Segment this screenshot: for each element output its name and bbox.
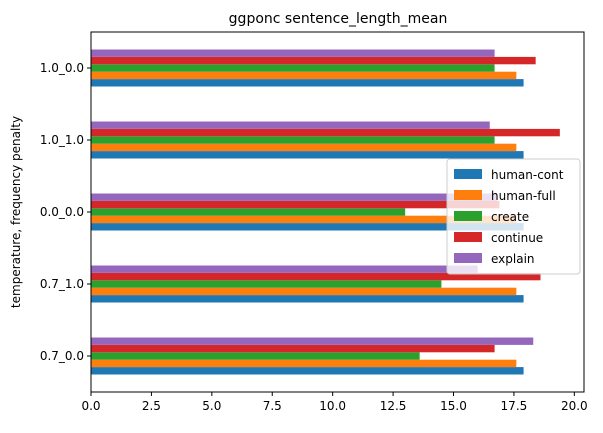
bar-human-cont-0.0_0.0: [91, 223, 524, 231]
y-tick-label: 1.0_1.0: [40, 133, 84, 147]
x-tick-label: 2.5: [142, 399, 161, 413]
legend-label-human-cont: human-cont: [491, 168, 564, 182]
x-tick-label: 15.0: [440, 399, 467, 413]
y-tick-label: 0.7_0.0: [40, 349, 84, 363]
legend-label-create: create: [491, 210, 529, 224]
legend-swatch-human-cont: [454, 169, 482, 179]
x-ticks: 0.0 2.5 5.0 7.5 10.0 12.5 15.0 17.5 20.0: [81, 392, 588, 413]
bar-continue-1.0_1.0: [91, 128, 560, 137]
bar-human-full-1.0_0.0: [91, 71, 517, 80]
bar-continue-0.7_0.0: [91, 344, 495, 353]
bar-human-cont-1.0_0.0: [91, 79, 524, 87]
x-tick-label: 5.0: [202, 399, 221, 413]
legend-label-explain: explain: [491, 252, 535, 266]
bar-human-full-0.0_0.0: [91, 215, 517, 224]
x-tick-label: 7.5: [263, 399, 282, 413]
bars-layer: [91, 49, 560, 375]
bar-create-0.7_0.0: [91, 352, 420, 360]
bar-continue-1.0_0.0: [91, 56, 536, 65]
legend-label-continue: continue: [491, 231, 543, 245]
x-tick-label: 10.0: [319, 399, 346, 413]
bar-create-1.0_1.0: [91, 136, 495, 144]
y-ticks: 0.7_0.0 0.7_1.0 0.0_0.0 1.0_1.0 1.0_0.0: [40, 61, 91, 363]
bar-human-cont-0.7_0.0: [91, 367, 524, 375]
y-tick-label: 0.0_0.0: [40, 205, 84, 219]
bar-explain-0.0_0.0: [91, 193, 497, 201]
plot-frame: [90, 31, 585, 393]
y-tick-label: 1.0_0.0: [40, 61, 84, 75]
legend-swatch-continue: [454, 232, 482, 242]
legend-swatch-explain: [454, 253, 482, 263]
legend-swatch-human-full: [454, 190, 482, 200]
bar-human-cont-0.7_1.0: [91, 295, 524, 303]
bar-explain-0.7_1.0: [91, 265, 478, 273]
legend-label-human-full: human-full: [491, 189, 556, 203]
bar-create-0.7_1.0: [91, 280, 442, 288]
y-axis-label: temperature, frequency penalty: [9, 116, 23, 308]
bar-human-full-1.0_1.0: [91, 143, 517, 152]
x-tick-label: 12.5: [380, 399, 407, 413]
bar-explain-0.7_0.0: [91, 337, 534, 345]
chart-title: ggponc sentence_length_mean: [229, 11, 448, 27]
x-tick-label: 17.5: [501, 399, 528, 413]
legend-box: [446, 158, 581, 275]
legend: human-cont human-full create continue explai…: [446, 158, 581, 275]
bar-create-1.0_0.0: [91, 64, 495, 72]
bar-explain-1.0_1.0: [91, 121, 490, 129]
bar-continue-0.0_0.0: [91, 200, 500, 209]
legend-swatch-create: [454, 211, 482, 221]
x-tick-label: 0.0: [81, 399, 100, 413]
bar-human-cont-1.0_1.0: [91, 151, 524, 159]
bar-human-full-0.7_0.0: [91, 359, 517, 368]
x-tick-label: 20.0: [561, 399, 588, 413]
bar-human-full-0.7_1.0: [91, 287, 517, 296]
bar-explain-1.0_0.0: [91, 49, 495, 57]
bar-continue-0.7_1.0: [91, 272, 541, 281]
bar-create-0.0_0.0: [91, 208, 406, 216]
y-tick-label: 0.7_1.0: [40, 277, 84, 291]
